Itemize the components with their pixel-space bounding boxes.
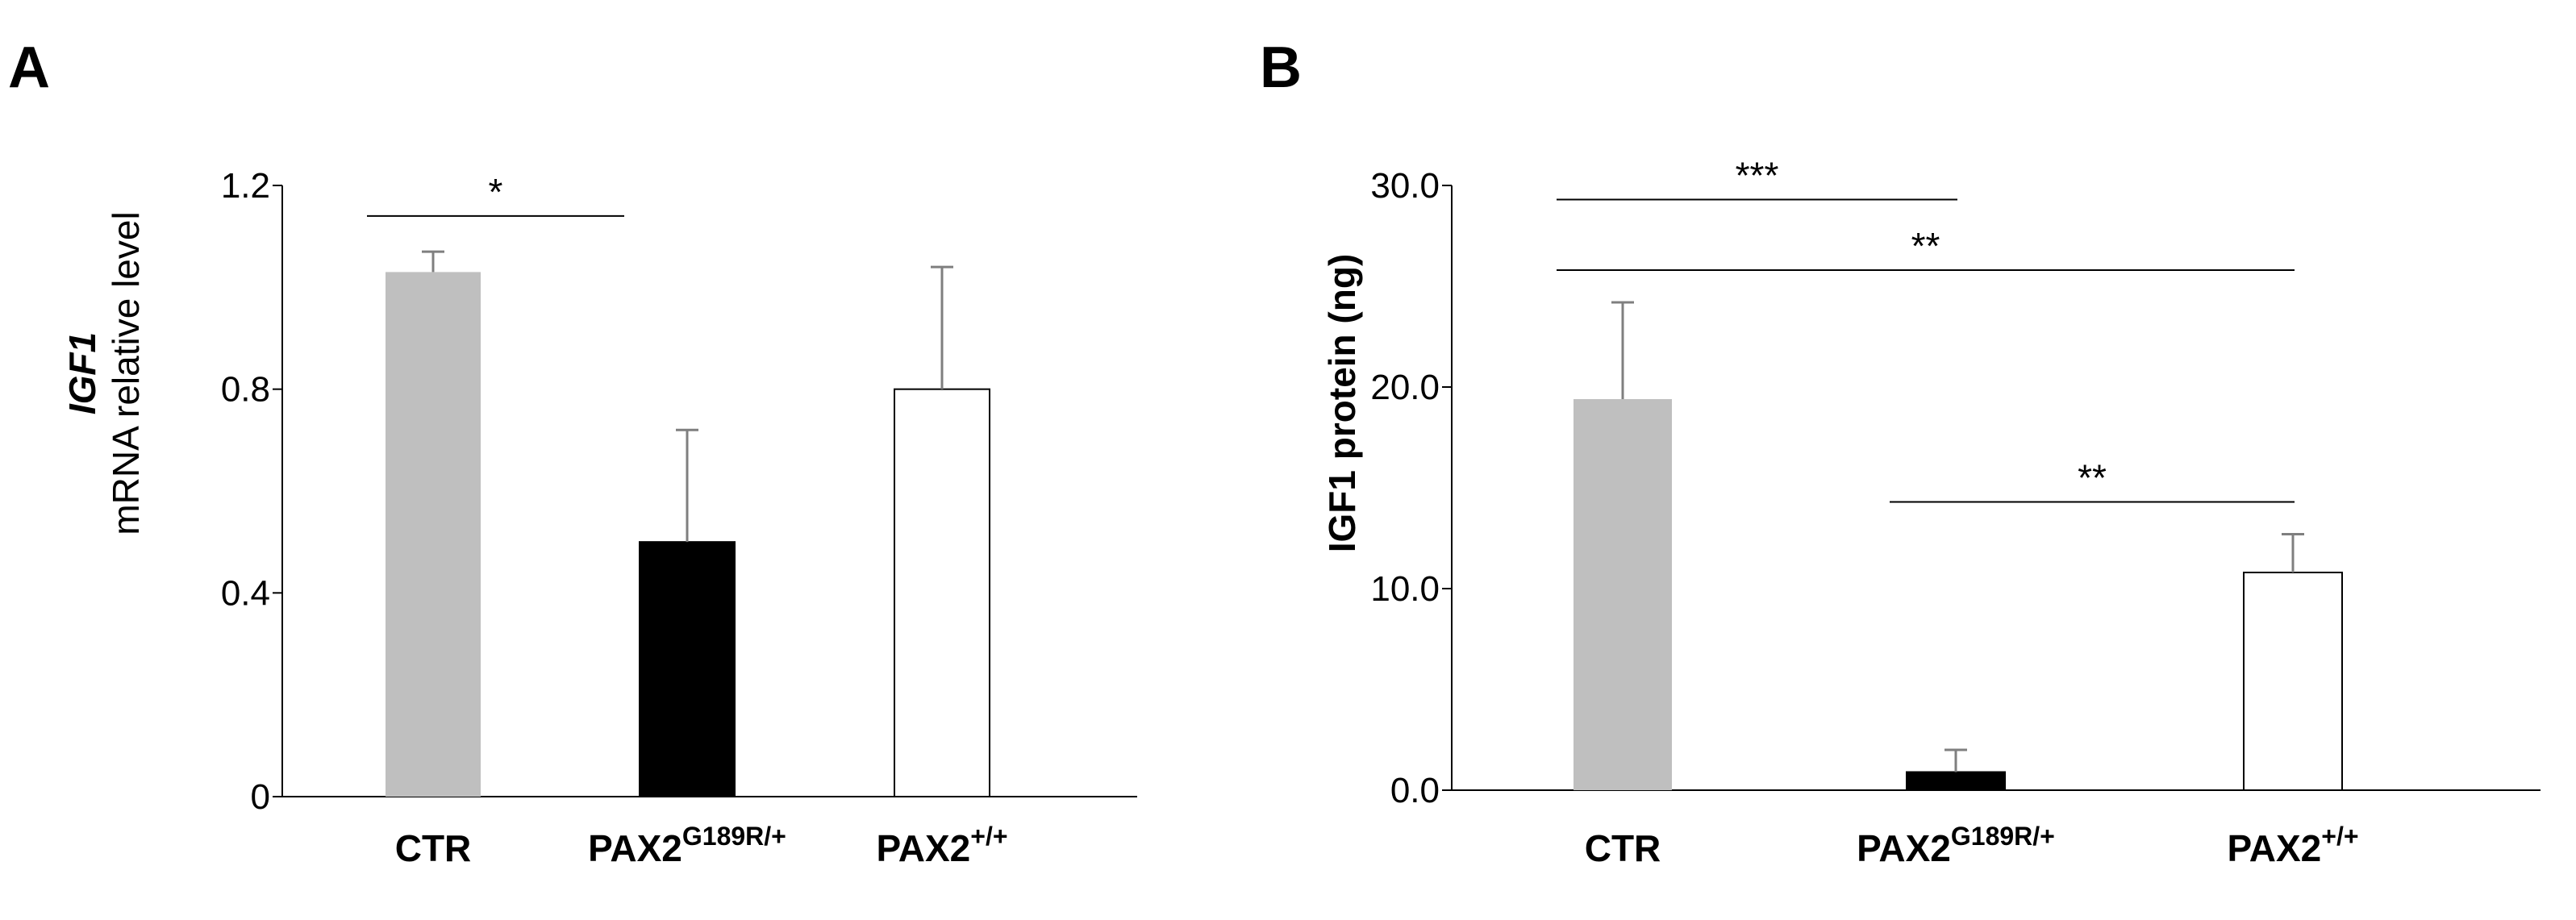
panel-b-category-label-1: CTR	[1585, 827, 1661, 869]
panel-b-category-sup-2: G189R/+	[1951, 822, 2055, 851]
panel-b-category-main-1: CTR	[1585, 827, 1661, 869]
panel-b-significance-label-1: ***	[1736, 155, 1779, 197]
panel-b-category-label-3: PAX2+/+	[2227, 822, 2358, 869]
panel-a-category-main-1: CTR	[395, 827, 472, 869]
panel-a-bar-1	[386, 272, 481, 797]
panel-a-bar-2	[639, 541, 736, 798]
panel-a-category-sup-2: G189R/+	[682, 822, 786, 851]
panel-b-category-main-3: PAX2	[2227, 827, 2321, 869]
panel-a-category-sup-3: +/+	[970, 822, 1007, 851]
panel-b-significance-label-2: **	[1911, 225, 1940, 267]
panel-a-ylabel-gene: IGF1	[61, 332, 103, 414]
panel-a-letter: A	[8, 35, 50, 100]
panel-b-bar-1	[1574, 399, 1672, 790]
panel-a-y-tick-label: 0.8	[221, 370, 270, 410]
panel-a-y-tick-label: 1.2	[221, 166, 270, 206]
panel-a-category-label-2: PAX2G189R/+	[588, 822, 786, 869]
panel-a-significance-label-1: *	[489, 171, 503, 213]
panel-a-ylabel: mRNA relative level	[105, 211, 147, 535]
panel-b-y-tick-label: 30.0	[1370, 166, 1440, 206]
panel-a-y-tick-label: 0.4	[221, 573, 270, 613]
panel-a-category-label-3: PAX2+/+	[876, 822, 1007, 869]
panel-b-category-main-2: PAX2	[1857, 827, 1951, 869]
panel-b-category-sup-3: +/+	[2321, 822, 2358, 851]
panel-b-y-tick-label: 10.0	[1370, 569, 1440, 609]
panel-b-category-label-2: PAX2G189R/+	[1857, 822, 2055, 869]
panel-b-bar-2	[1906, 771, 2006, 791]
panel-b-ylabel: IGF1 protein (ng)	[1321, 254, 1363, 553]
panel-b-significance-label-3: **	[2078, 457, 2107, 499]
panel-a-y-tick-label: 0	[251, 777, 270, 817]
panel-a-category-label-1: CTR	[395, 827, 472, 869]
panel-b-letter: B	[1260, 35, 1302, 100]
panel-a-bar-3	[894, 388, 990, 797]
panel-b-y-tick-label: 20.0	[1370, 368, 1440, 407]
panel-b-bar-3	[2243, 572, 2343, 791]
panel-a-category-main-2: PAX2	[588, 827, 682, 869]
panel-b-y-tick-label: 0.0	[1390, 771, 1440, 810]
panel-a-category-main-3: PAX2	[876, 827, 970, 869]
